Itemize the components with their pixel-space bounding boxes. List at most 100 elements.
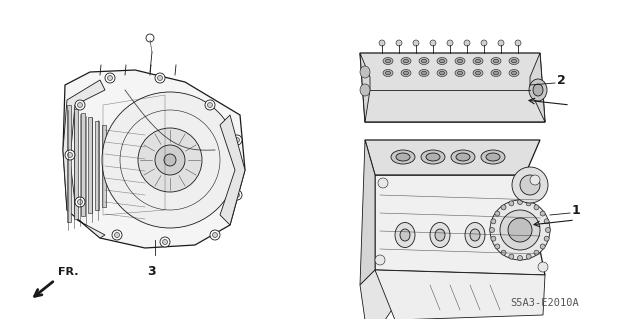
Circle shape [490, 200, 550, 260]
Ellipse shape [400, 229, 410, 241]
Ellipse shape [396, 153, 410, 161]
Ellipse shape [455, 57, 465, 64]
Polygon shape [220, 115, 245, 225]
Circle shape [544, 219, 549, 224]
Polygon shape [375, 175, 545, 275]
Ellipse shape [403, 71, 408, 75]
Ellipse shape [491, 70, 501, 77]
Circle shape [498, 40, 504, 46]
Circle shape [375, 255, 385, 265]
Circle shape [115, 233, 120, 238]
Circle shape [205, 100, 215, 110]
Polygon shape [360, 53, 545, 122]
Circle shape [105, 73, 115, 83]
Ellipse shape [419, 57, 429, 64]
Circle shape [509, 201, 514, 206]
Ellipse shape [360, 66, 370, 78]
Circle shape [232, 190, 242, 200]
Text: 1: 1 [572, 204, 580, 217]
Circle shape [430, 40, 436, 46]
Circle shape [65, 150, 75, 160]
Ellipse shape [491, 57, 501, 64]
Circle shape [518, 199, 522, 204]
Circle shape [138, 128, 202, 192]
Circle shape [500, 210, 540, 250]
Circle shape [512, 167, 548, 203]
Circle shape [534, 250, 539, 255]
Circle shape [234, 192, 239, 197]
Circle shape [481, 40, 487, 46]
Ellipse shape [511, 59, 516, 63]
Polygon shape [360, 270, 395, 319]
Circle shape [163, 240, 168, 244]
Circle shape [102, 92, 238, 228]
Ellipse shape [494, 102, 506, 112]
Circle shape [534, 205, 539, 210]
Polygon shape [63, 80, 105, 238]
Ellipse shape [476, 59, 481, 63]
Ellipse shape [401, 70, 411, 77]
Circle shape [396, 40, 402, 46]
Circle shape [164, 154, 176, 166]
Ellipse shape [533, 84, 543, 96]
Ellipse shape [459, 102, 471, 112]
Ellipse shape [454, 98, 476, 116]
Circle shape [490, 227, 495, 233]
Circle shape [491, 219, 496, 224]
Ellipse shape [440, 59, 445, 63]
Ellipse shape [421, 150, 445, 164]
Circle shape [378, 178, 388, 188]
Ellipse shape [437, 70, 447, 77]
Ellipse shape [486, 153, 500, 161]
Circle shape [509, 254, 514, 259]
Ellipse shape [511, 71, 516, 75]
Bar [95, 121, 99, 210]
Bar [88, 117, 92, 213]
Ellipse shape [481, 150, 505, 164]
Circle shape [495, 244, 500, 249]
Circle shape [112, 230, 122, 240]
Ellipse shape [529, 79, 547, 101]
Circle shape [464, 40, 470, 46]
Ellipse shape [493, 71, 499, 75]
Polygon shape [530, 53, 545, 122]
Circle shape [491, 236, 496, 241]
Circle shape [413, 40, 419, 46]
Ellipse shape [489, 98, 511, 116]
Circle shape [520, 175, 540, 195]
Circle shape [155, 145, 185, 175]
Bar [74, 109, 78, 219]
Circle shape [212, 233, 218, 238]
Polygon shape [63, 70, 245, 248]
Ellipse shape [424, 102, 436, 112]
Ellipse shape [473, 57, 483, 64]
Ellipse shape [493, 59, 499, 63]
Circle shape [67, 152, 72, 158]
Polygon shape [360, 140, 375, 285]
Ellipse shape [455, 70, 465, 77]
Ellipse shape [395, 222, 415, 248]
Ellipse shape [422, 59, 426, 63]
Circle shape [75, 100, 85, 110]
Ellipse shape [465, 222, 485, 248]
Circle shape [108, 76, 113, 80]
Ellipse shape [403, 59, 408, 63]
Ellipse shape [470, 229, 480, 241]
Ellipse shape [360, 84, 370, 96]
Ellipse shape [458, 71, 463, 75]
Ellipse shape [383, 57, 393, 64]
Ellipse shape [422, 71, 426, 75]
Ellipse shape [419, 70, 429, 77]
Circle shape [526, 254, 531, 259]
Ellipse shape [383, 70, 393, 77]
Circle shape [160, 237, 170, 247]
Ellipse shape [435, 229, 445, 241]
Polygon shape [365, 90, 545, 122]
Ellipse shape [430, 222, 450, 248]
Polygon shape [365, 140, 540, 175]
Ellipse shape [384, 98, 406, 116]
Circle shape [530, 175, 540, 185]
Circle shape [77, 102, 83, 108]
Circle shape [540, 211, 545, 216]
Circle shape [545, 227, 550, 233]
